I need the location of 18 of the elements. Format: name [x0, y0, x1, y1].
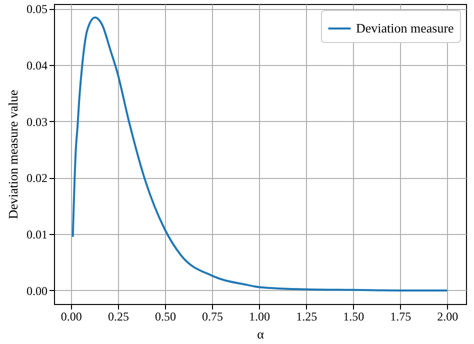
x-tick-label: 2.00 — [437, 310, 458, 324]
y-tick-label: 0.04 — [26, 58, 48, 72]
x-axis-title: α — [257, 326, 264, 342]
legend-label: Deviation measure — [356, 20, 454, 36]
y-tick-label: 0.02 — [26, 171, 48, 186]
x-tick-label: 0.50 — [154, 310, 176, 324]
x-tick-label: 1.25 — [296, 310, 318, 324]
y-axis-title: Deviation measure value — [6, 90, 20, 220]
y-tick-label: 0.05 — [26, 2, 48, 16]
x-tick-label: 0.25 — [108, 310, 129, 324]
x-tick-label: 1.00 — [249, 310, 270, 324]
y-tick-label: 0.00 — [26, 284, 48, 298]
x-tick-label: 0.00 — [60, 310, 82, 324]
x-tick-label: 0.75 — [202, 310, 224, 324]
x-tick-label: 1.50 — [343, 310, 364, 324]
y-tick-label: 0.03 — [26, 114, 48, 129]
y-tick-label: 0.01 — [26, 228, 48, 242]
x-tick-label: 1.75 — [390, 310, 412, 324]
